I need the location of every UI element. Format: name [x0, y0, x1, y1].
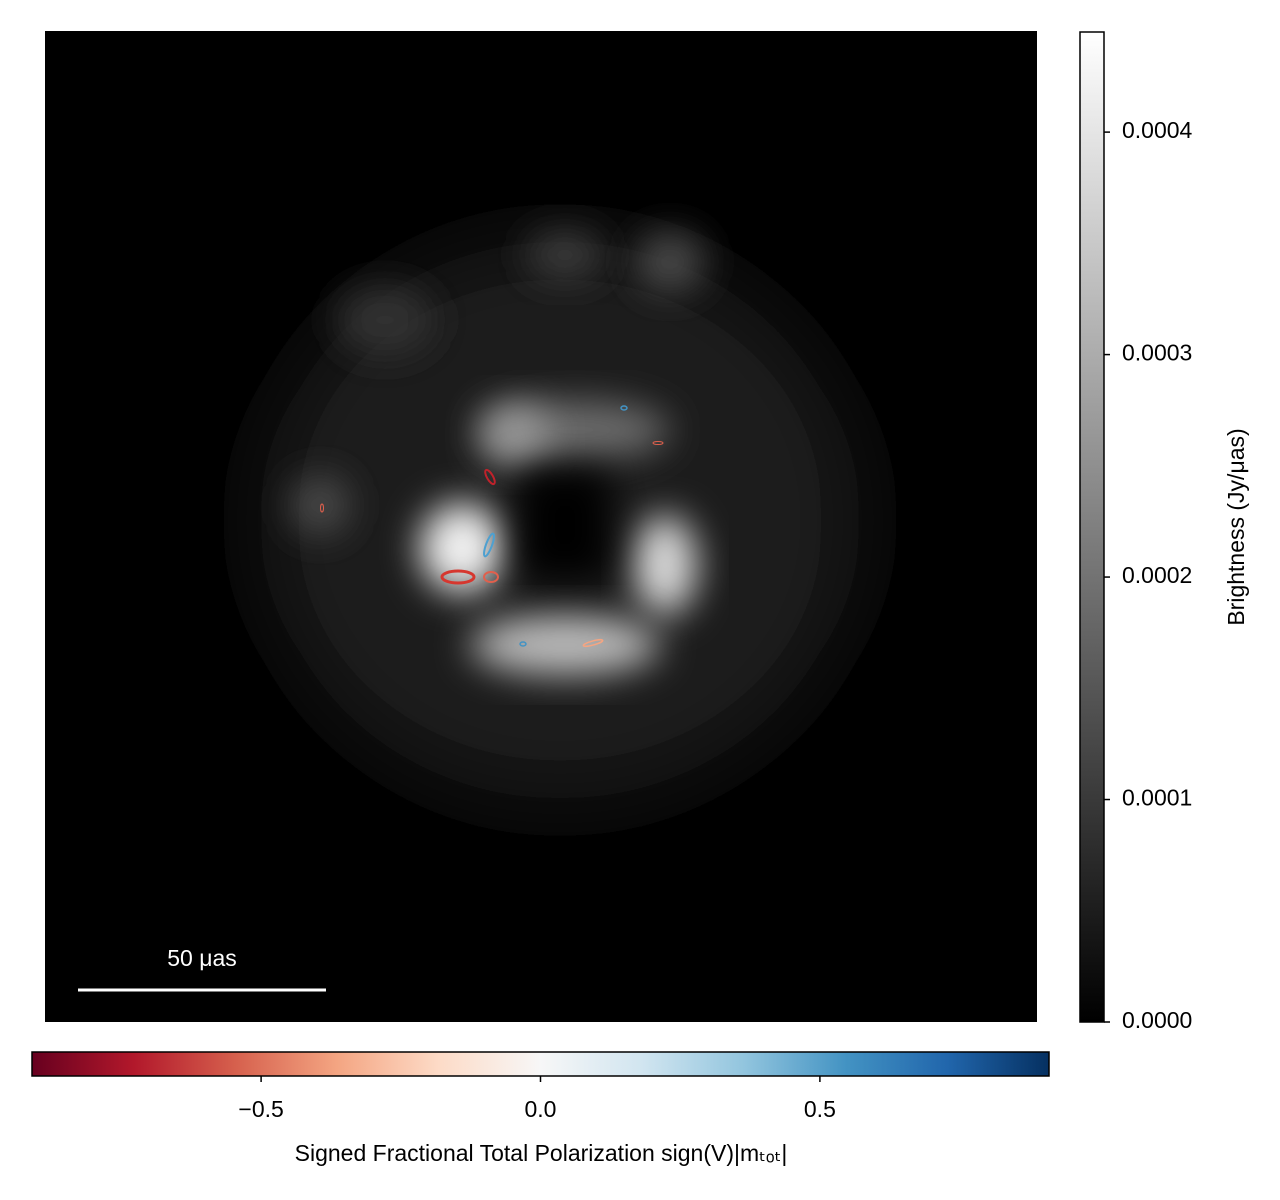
colorbar-tick-label: 0.0004 [1122, 117, 1193, 143]
colorbar-label: Brightness (Jy/μas) [1223, 428, 1249, 625]
colorbar-tick-label: 0.0002 [1122, 562, 1192, 588]
scale-bar-label: 50 μas [167, 945, 237, 971]
colorbar-tick-label: 0.0001 [1122, 785, 1192, 811]
colorbar2-tick-label: 0.5 [804, 1096, 836, 1122]
image: 50 μas [78, 230, 860, 992]
colorbar2-tick-label: 0.0 [525, 1096, 557, 1122]
colorbar [1079, 31, 1105, 1023]
colorbar2 [31, 1051, 1050, 1077]
colorbar-tick-label: 0.0000 [1122, 1007, 1192, 1033]
colorbar2-tick-label: −0.5 [238, 1096, 283, 1122]
colorbar2-label: Signed Fractional Total Polarization sig… [295, 1140, 788, 1166]
colorbar-tick-label: 0.0003 [1122, 340, 1192, 366]
